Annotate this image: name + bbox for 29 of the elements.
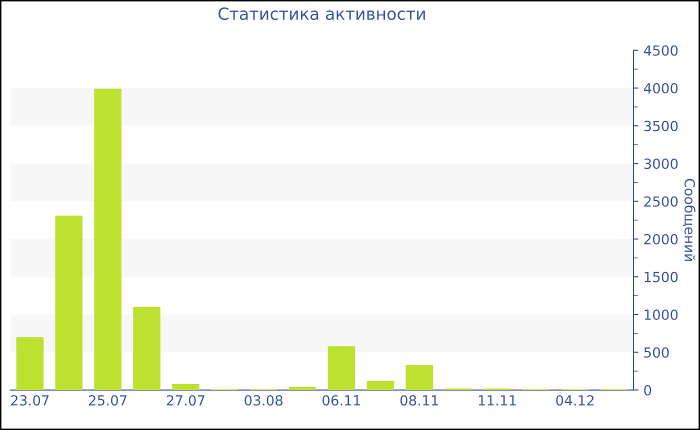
x-tick-label: 04.12	[556, 395, 594, 406]
bar	[288, 386, 316, 390]
x-tick-label: 11.11	[478, 395, 516, 406]
bar	[366, 380, 394, 390]
y2-tick-label: 500	[644, 347, 669, 358]
y2-tick-label: 1000	[644, 309, 678, 320]
x-tick-label: 08.11	[400, 395, 438, 406]
bar	[55, 216, 83, 390]
bar	[328, 346, 356, 390]
x-tick-label: 23.07	[11, 395, 49, 406]
x-tick-label: 03.08	[244, 395, 283, 406]
y2-tick-label: 2000	[644, 234, 678, 245]
chart-title: Статистика активности	[218, 7, 425, 20]
bar	[94, 88, 122, 390]
y2-tick-label: 3500	[644, 120, 678, 132]
y2-tick-label: 2500	[644, 196, 678, 207]
y2-tick-label: 0	[644, 384, 652, 396]
y2-tick-label: 3000	[644, 158, 678, 170]
y2-axis-title: Сообщений	[682, 178, 696, 261]
x-tick-label: 06.11	[322, 395, 360, 406]
bar	[16, 337, 44, 390]
y2-tick-label: 4500	[644, 45, 678, 56]
y2-tick-label: 4000	[644, 83, 678, 94]
bar	[172, 384, 200, 390]
bar	[406, 365, 433, 390]
y2-tick-label: 1500	[644, 272, 678, 282]
bar	[133, 306, 160, 390]
x-tick-label: 25.07	[88, 395, 127, 406]
x-tick-label: 27.07	[166, 395, 204, 406]
